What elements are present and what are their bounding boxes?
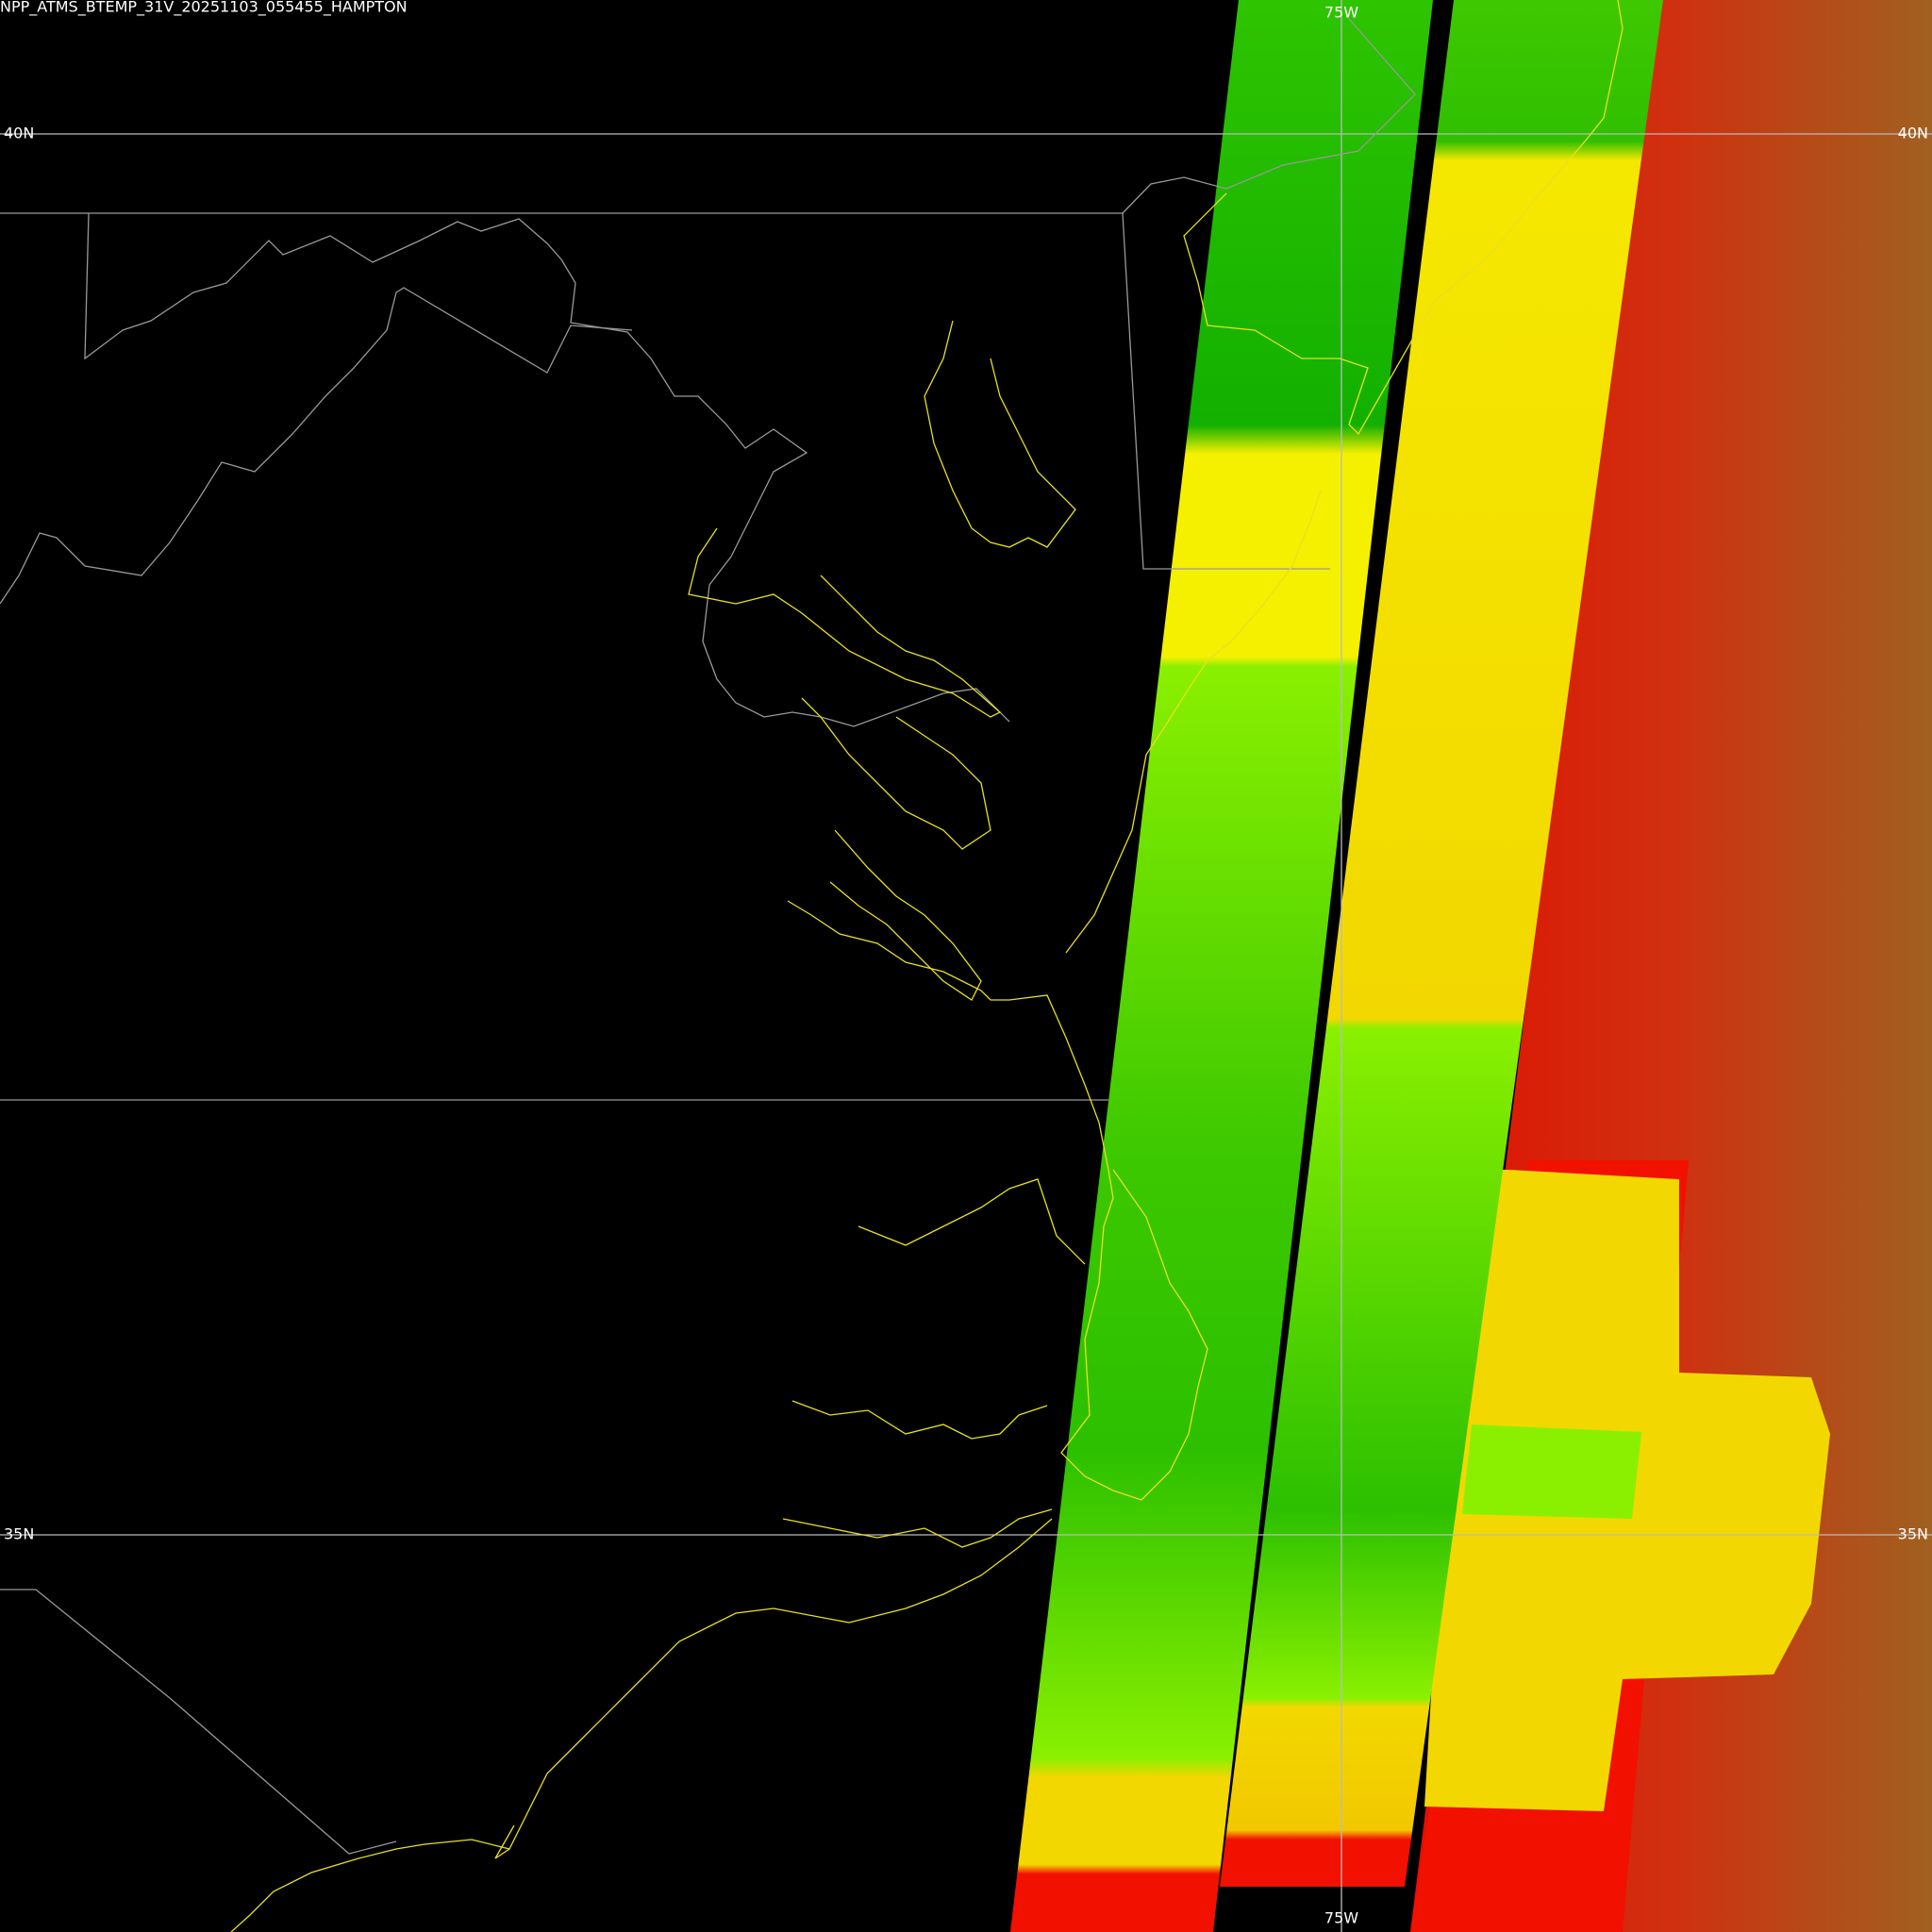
swath-1 <box>1010 0 1433 1932</box>
meridian-label: 75W <box>1324 4 1358 22</box>
meridian-label: 75W <box>1324 1909 1358 1927</box>
parallel-label: 40N <box>4 125 34 142</box>
title: NPP_ATMS_BTEMP_31V_20251103_055455_HAMPT… <box>0 0 408 17</box>
swath-3-green <box>1462 1424 1641 1519</box>
parallel-label: 40N <box>1898 125 1928 142</box>
parallel-label: 35N <box>1898 1525 1928 1543</box>
parallel-label: 35N <box>4 1525 34 1543</box>
coastline <box>230 0 1624 1932</box>
swath-2 <box>1220 0 1663 1887</box>
state-borders <box>0 18 1416 1855</box>
